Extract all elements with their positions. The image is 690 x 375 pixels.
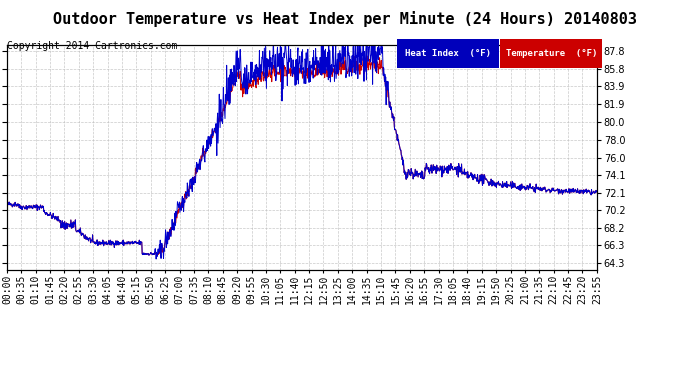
Text: Copyright 2014 Cartronics.com: Copyright 2014 Cartronics.com xyxy=(7,41,177,51)
Text: Heat Index  (°F): Heat Index (°F) xyxy=(405,49,491,58)
Text: Outdoor Temperature vs Heat Index per Minute (24 Hours) 20140803: Outdoor Temperature vs Heat Index per Mi… xyxy=(53,11,637,27)
Text: Temperature  (°F): Temperature (°F) xyxy=(506,49,597,58)
